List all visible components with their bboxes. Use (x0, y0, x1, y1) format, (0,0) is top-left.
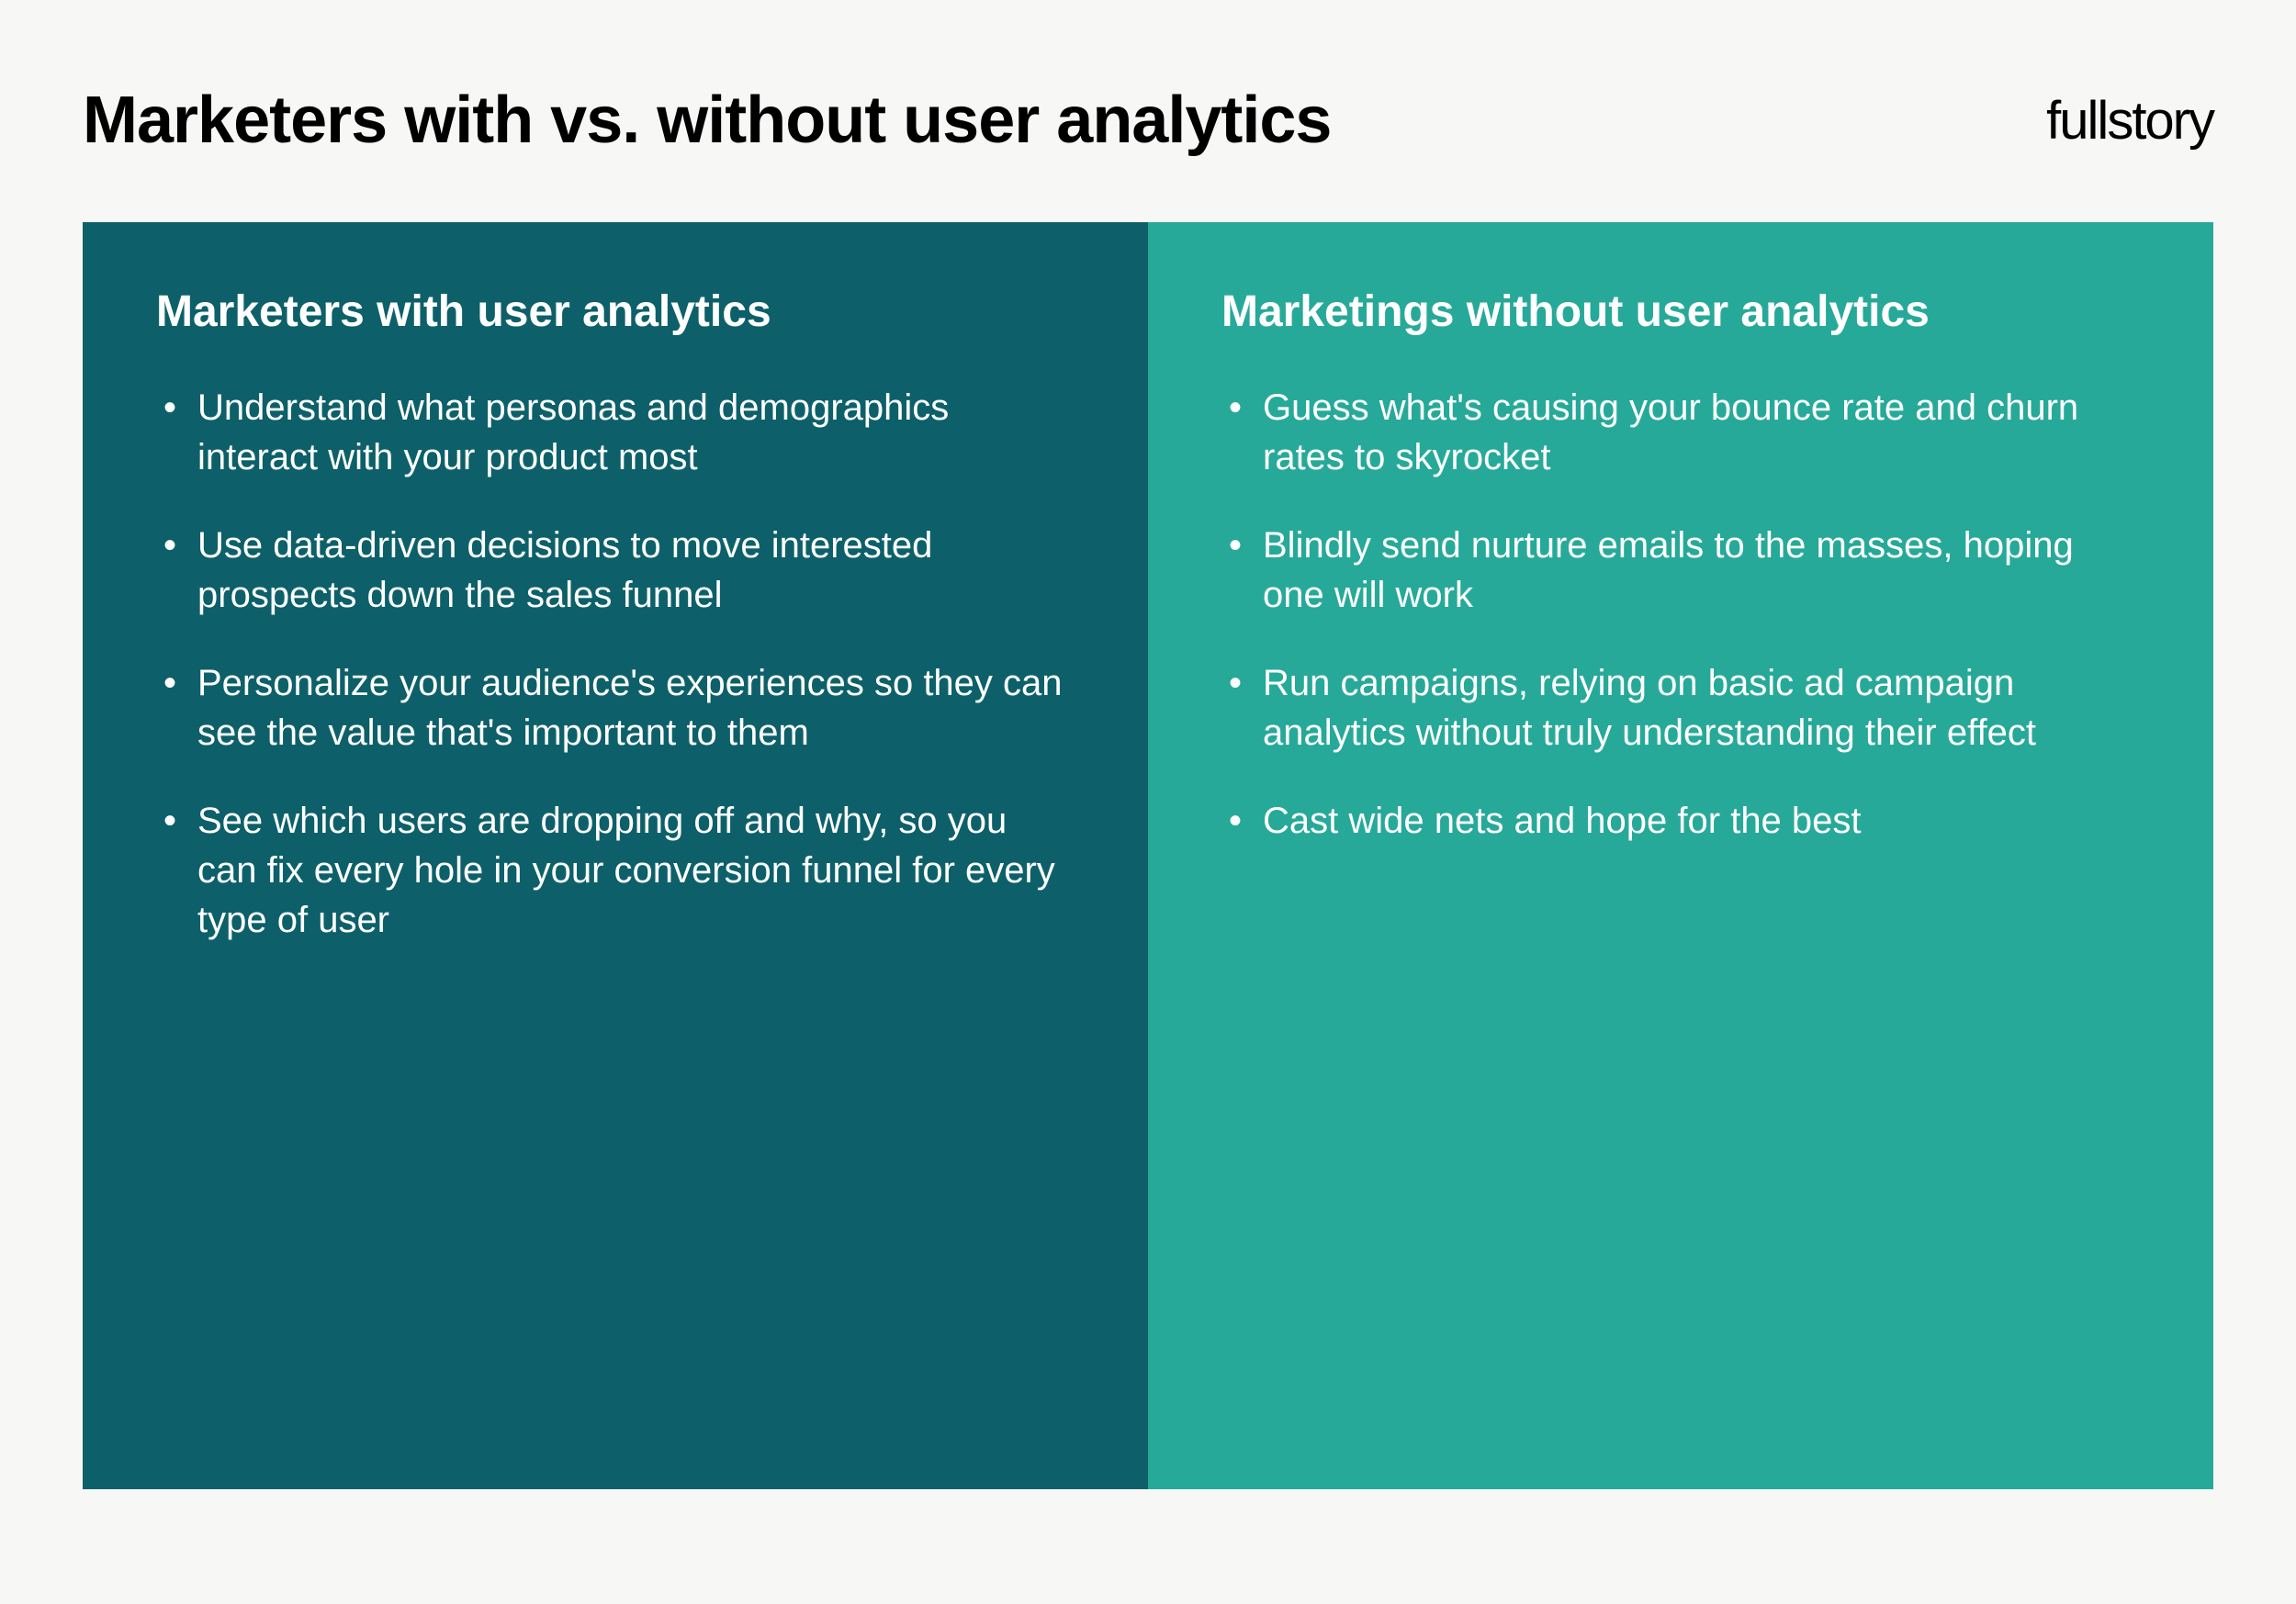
comparison-panels: Marketers with user analytics Understand… (83, 222, 2213, 1489)
page-title: Marketers with vs. without user analytic… (83, 83, 1331, 158)
panel-left-title: Marketers with user analytics (156, 286, 1075, 337)
panel-without-analytics: Marketings without user analytics Guess … (1148, 222, 2213, 1489)
panel-left-list: Understand what personas and demographic… (156, 383, 1075, 945)
list-item: Cast wide nets and hope for the best (1221, 796, 2140, 846)
panel-with-analytics: Marketers with user analytics Understand… (83, 222, 1148, 1489)
list-item: Guess what's causing your bounce rate an… (1221, 383, 2140, 482)
list-item: Personalize your audience's experiences … (156, 658, 1075, 757)
list-item: Understand what personas and demographic… (156, 383, 1075, 482)
header: Marketers with vs. without user analytic… (83, 83, 2213, 158)
list-item: Run campaigns, relying on basic ad campa… (1221, 658, 2140, 757)
list-item: Blindly send nurture emails to the masse… (1221, 521, 2140, 620)
panel-right-list: Guess what's causing your bounce rate an… (1221, 383, 2140, 846)
panel-right-title: Marketings without user analytics (1221, 286, 2140, 337)
list-item: See which users are dropping off and why… (156, 796, 1075, 945)
brand-logo: fullstory (2046, 90, 2213, 151)
list-item: Use data-driven decisions to move intere… (156, 521, 1075, 620)
